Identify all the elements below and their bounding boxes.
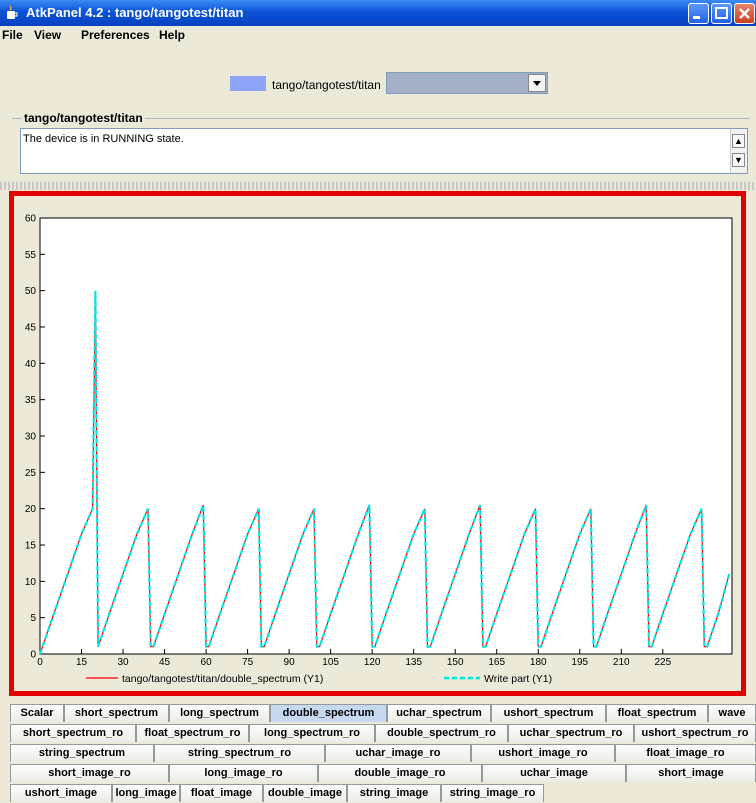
legend-label-write-part: Write part (Y1) — [484, 673, 552, 685]
tab-string-spectrum-ro[interactable]: string_spectrum_ro — [154, 744, 325, 762]
maximize-icon — [715, 7, 728, 19]
x-tick-label: 30 — [117, 657, 129, 668]
tab-float-spectrum[interactable]: float_spectrum — [606, 704, 708, 722]
scroll-down-button[interactable]: ▼ — [732, 153, 745, 167]
java-cup-icon — [7, 5, 18, 19]
tab-string-image[interactable]: string_image — [347, 784, 441, 802]
x-tick-label: 165 — [488, 657, 505, 668]
tab-double-image-ro[interactable]: double_image_ro — [318, 764, 482, 782]
group-border — [12, 118, 750, 119]
tab-double-spectrum[interactable]: double_spectrum — [270, 704, 387, 722]
x-tick-label: 180 — [530, 657, 547, 668]
y-tick-label: 15 — [25, 541, 37, 552]
menu-view[interactable]: View — [34, 28, 62, 42]
scroll-up-button[interactable]: ▲ — [732, 134, 745, 148]
x-tick-label: 135 — [405, 657, 422, 668]
x-tick-label: 105 — [322, 657, 339, 668]
spectrum-chart: 0 5 10 15 20 25 30 35 40 45 50 55 60 0 15 30 45 60 75 90 105… — [25, 214, 733, 685]
title-bar: AtkPanel 4.2 : tango/tangotest/titan — [0, 0, 756, 26]
x-tick-label: 210 — [613, 657, 630, 668]
device-state-swatch — [230, 76, 266, 91]
status-textarea[interactable]: The device is in RUNNING state. ▲ ▼ — [20, 128, 748, 174]
y-tick-label: 50 — [25, 286, 37, 297]
tab-wave[interactable]: wave — [708, 704, 756, 722]
tab-scalar[interactable]: Scalar — [10, 704, 64, 722]
tab-short-image-ro[interactable]: short_image_ro — [10, 764, 169, 782]
close-button[interactable] — [734, 3, 755, 24]
tab-long-image[interactable]: long_image — [112, 784, 180, 802]
status-group-title: tango/tangotest/titan — [22, 111, 145, 125]
combo-arrow-button[interactable] — [528, 74, 546, 92]
x-tick-label: 90 — [284, 657, 296, 668]
tab-float-image-ro[interactable]: float_image_ro — [615, 744, 756, 762]
x-tick-label: 0 — [37, 657, 43, 668]
x-tick-label: 15 — [76, 657, 88, 668]
x-tick-label: 45 — [159, 657, 171, 668]
y-tick-label: 5 — [30, 613, 36, 624]
y-tick-label: 40 — [25, 359, 37, 370]
tab-string-spectrum[interactable]: string_spectrum — [10, 744, 154, 762]
y-tick-label: 35 — [25, 395, 37, 406]
tab-long-spectrum[interactable]: long_spectrum — [169, 704, 270, 722]
y-tick-label: 30 — [25, 432, 37, 443]
tab-string-image-ro[interactable]: string_image_ro — [441, 784, 544, 802]
tab-ushort-spectrum-ro[interactable]: ushort_spectrum_ro — [634, 724, 756, 742]
chart-frame: 0 5 10 15 20 25 30 35 40 45 50 55 60 0 15 30 45 60 75 90 105… — [9, 191, 746, 696]
tab-short-spectrum-ro[interactable]: short_spectrum_ro — [10, 724, 136, 742]
y-tick-label: 45 — [25, 323, 37, 334]
tab-uchar-spectrum-ro[interactable]: uchar_spectrum_ro — [508, 724, 634, 742]
tab-short-image[interactable]: short_image — [626, 764, 756, 782]
menu-preferences[interactable]: Preferences — [81, 28, 150, 42]
y-tick-label: 60 — [25, 214, 37, 225]
maximize-button[interactable] — [711, 3, 732, 24]
tab-double-image[interactable]: double_image — [263, 784, 347, 802]
split-pane-divider[interactable] — [0, 182, 756, 190]
x-tick-label: 150 — [447, 657, 464, 668]
x-tick-label: 60 — [201, 657, 213, 668]
menu-bar: File View Preferences Help — [0, 26, 756, 44]
tab-uchar-image[interactable]: uchar_image — [482, 764, 626, 782]
plot-area — [39, 217, 733, 655]
tab-long-image-ro[interactable]: long_image_ro — [169, 764, 318, 782]
close-icon — [739, 8, 750, 19]
window-title: AtkPanel 4.2 : tango/tangotest/titan — [26, 5, 244, 20]
chevron-down-icon — [533, 81, 541, 86]
minimize-button[interactable] — [688, 3, 709, 24]
y-tick-label: 0 — [30, 650, 36, 661]
minimize-icon — [693, 16, 700, 19]
tab-float-spectrum-ro[interactable]: float_spectrum_ro — [136, 724, 249, 742]
menu-help[interactable]: Help — [159, 28, 186, 42]
y-tick-label: 25 — [25, 468, 37, 479]
y-tick-label: 10 — [25, 577, 37, 588]
tab-float-image[interactable]: float_image — [180, 784, 263, 802]
tab-uchar-image-ro[interactable]: uchar_image_ro — [325, 744, 471, 762]
tab-short-spectrum[interactable]: short_spectrum — [64, 704, 169, 722]
tab-uchar-spectrum[interactable]: uchar_spectrum — [387, 704, 491, 722]
menu-file[interactable]: File — [2, 28, 23, 42]
tab-ushort-spectrum[interactable]: ushort_spectrum — [491, 704, 606, 722]
series-line-write-part — [38, 290, 731, 655]
tab-ushort-image[interactable]: ushort_image — [10, 784, 112, 802]
tab-double-spectrum-ro[interactable]: double_spectrum_ro — [375, 724, 508, 742]
x-tick-label: 195 — [571, 657, 588, 668]
device-name-label: tango/tangotest/titan — [272, 78, 381, 92]
x-tick-label: 75 — [242, 657, 254, 668]
legend-label-double-spectrum: tango/tangotest/titan/double_spectrum (Y… — [122, 673, 323, 685]
tab-long-spectrum-ro[interactable]: long_spectrum_ro — [249, 724, 375, 742]
status-scrollbar[interactable]: ▲ ▼ — [730, 129, 747, 173]
tab-ushort-image-ro[interactable]: ushort_image_ro — [471, 744, 615, 762]
x-tick-label: 225 — [654, 657, 671, 668]
y-tick-label: 55 — [25, 250, 37, 261]
x-tick-label: 120 — [364, 657, 381, 668]
y-tick-label: 20 — [25, 504, 37, 515]
status-text: The device is in RUNNING state. — [23, 133, 184, 145]
device-command-combo[interactable] — [386, 72, 548, 94]
